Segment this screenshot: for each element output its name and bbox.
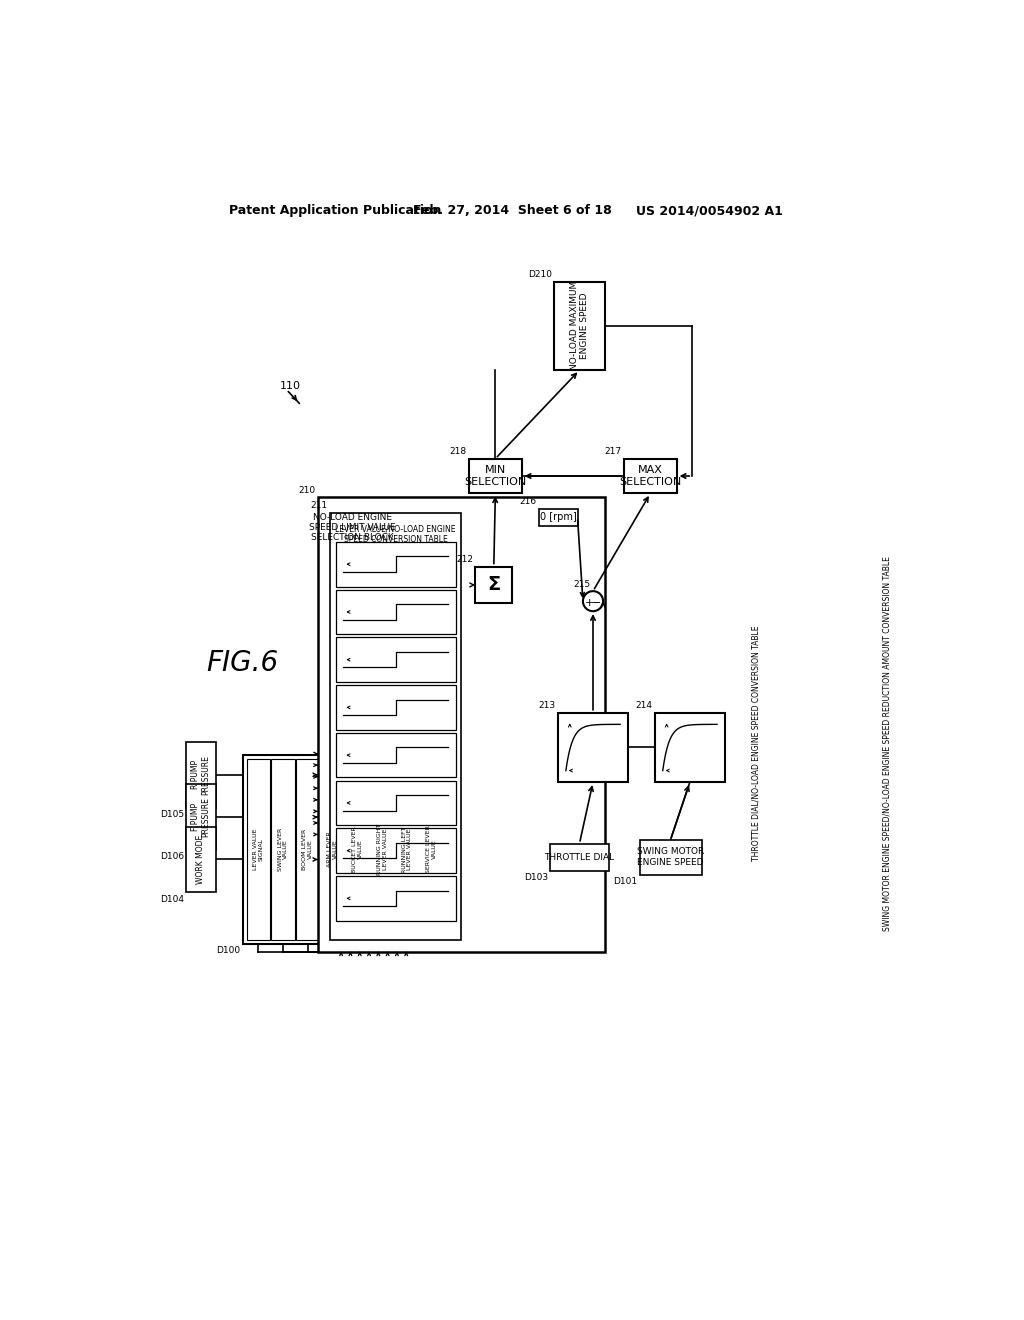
Text: US 2014/0054902 A1: US 2014/0054902 A1 (636, 205, 782, 218)
Bar (475, 566, 512, 603)
Text: 211: 211 (310, 502, 328, 511)
Text: D210: D210 (528, 271, 552, 280)
Text: D103: D103 (524, 873, 548, 882)
Text: WORK MODE: WORK MODE (197, 834, 206, 884)
Bar (624, 459, 677, 494)
Text: NO-LOAD ENGINE
SPEED LIMIT VALUE
SELECTION BLOCK: NO-LOAD ENGINE SPEED LIMIT VALUE SELECTI… (309, 512, 396, 543)
Text: 210: 210 (298, 486, 315, 495)
Bar (296, 759, 319, 940)
Text: R PUMP
PRESSURE: R PUMP PRESSURE (191, 755, 211, 795)
Text: 214: 214 (636, 701, 652, 710)
Text: 218: 218 (450, 447, 467, 457)
Text: Σ: Σ (487, 576, 501, 594)
Bar (336, 829, 456, 873)
Bar (395, 759, 419, 940)
Text: SWING MOTOR
ENGINE SPEED: SWING MOTOR ENGINE SPEED (637, 847, 705, 867)
Bar (186, 784, 216, 850)
Text: Feb. 27, 2014  Sheet 6 of 18: Feb. 27, 2014 Sheet 6 of 18 (414, 205, 612, 218)
Text: 217: 217 (604, 447, 622, 457)
Text: 213: 213 (539, 701, 556, 710)
Bar (558, 713, 628, 781)
Text: Patent Application Publication: Patent Application Publication (228, 205, 441, 218)
Bar (420, 759, 443, 940)
Text: D106: D106 (160, 853, 183, 861)
Text: 215: 215 (573, 579, 591, 589)
Text: +: + (585, 598, 594, 609)
Text: D104: D104 (160, 895, 183, 903)
Text: SWING MOTOR ENGINE SPEED/NO-LOAD ENGINE SPEED REDUCTION AMOUNT CONVERSION TABLE: SWING MOTOR ENGINE SPEED/NO-LOAD ENGINE … (883, 556, 892, 931)
Bar (336, 590, 456, 635)
Text: ARM LEVER
VALUE: ARM LEVER VALUE (328, 832, 338, 867)
Bar (336, 543, 456, 586)
Text: 216: 216 (519, 498, 537, 507)
Text: THROTTLE DIAL: THROTTLE DIAL (545, 853, 614, 862)
Bar (321, 759, 344, 940)
Bar (346, 759, 369, 940)
Bar (336, 780, 456, 825)
Text: RUNNING LEFT
LEVER VALUE: RUNNING LEFT LEVER VALUE (401, 826, 413, 873)
Bar (336, 876, 456, 921)
Text: LEVER VALUE/NO-LOAD ENGINE
SPEED CONVERSION TABLE: LEVER VALUE/NO-LOAD ENGINE SPEED CONVERS… (335, 524, 456, 544)
Text: FIG.6: FIG.6 (207, 648, 279, 677)
Text: MIN
SELECTION: MIN SELECTION (464, 465, 526, 487)
Text: BOOM LEVER
VALUE: BOOM LEVER VALUE (302, 829, 313, 870)
Text: 212: 212 (456, 556, 473, 564)
Text: SERVICE LEVER
VALUE: SERVICE LEVER VALUE (426, 825, 437, 874)
Text: MAX
SELECTION: MAX SELECTION (620, 465, 682, 487)
Bar (550, 843, 608, 871)
Text: 110: 110 (280, 380, 301, 391)
Bar (655, 713, 725, 781)
Bar (336, 733, 456, 777)
Text: THROTTLE DIAL/NO-LOAD ENGINE SPEED CONVERSION TABLE: THROTTLE DIAL/NO-LOAD ENGINE SPEED CONVE… (752, 626, 760, 862)
Bar (554, 281, 604, 370)
Text: D101: D101 (613, 876, 637, 886)
Text: BUCKET LEVER
VALUE: BUCKET LEVER VALUE (352, 826, 362, 873)
Bar (330, 512, 461, 940)
Text: D105: D105 (160, 810, 183, 818)
Text: RUNNING RIGHT
LEVER VALUE: RUNNING RIGHT LEVER VALUE (377, 824, 388, 875)
Bar (640, 840, 701, 874)
Bar (186, 742, 216, 808)
Text: −: − (592, 598, 601, 609)
Text: F PUMP
PRESSURE: F PUMP PRESSURE (191, 797, 211, 837)
Text: NO-LOAD MAXIMUM
ENGINE SPEED: NO-LOAD MAXIMUM ENGINE SPEED (569, 281, 589, 371)
Bar (247, 759, 270, 940)
Bar (317, 498, 604, 952)
Bar (336, 638, 456, 682)
Bar (336, 685, 456, 730)
Bar (186, 826, 216, 892)
Text: LEVER VALUE
SIGNAL: LEVER VALUE SIGNAL (253, 829, 263, 870)
Bar (271, 759, 295, 940)
Bar (371, 759, 394, 940)
Text: SWING LEVER
VALUE: SWING LEVER VALUE (278, 828, 289, 871)
Bar (469, 459, 521, 494)
Text: 0 [rpm]: 0 [rpm] (540, 512, 577, 523)
Bar (243, 755, 452, 944)
Bar (539, 508, 578, 525)
Text: D100: D100 (216, 946, 241, 956)
